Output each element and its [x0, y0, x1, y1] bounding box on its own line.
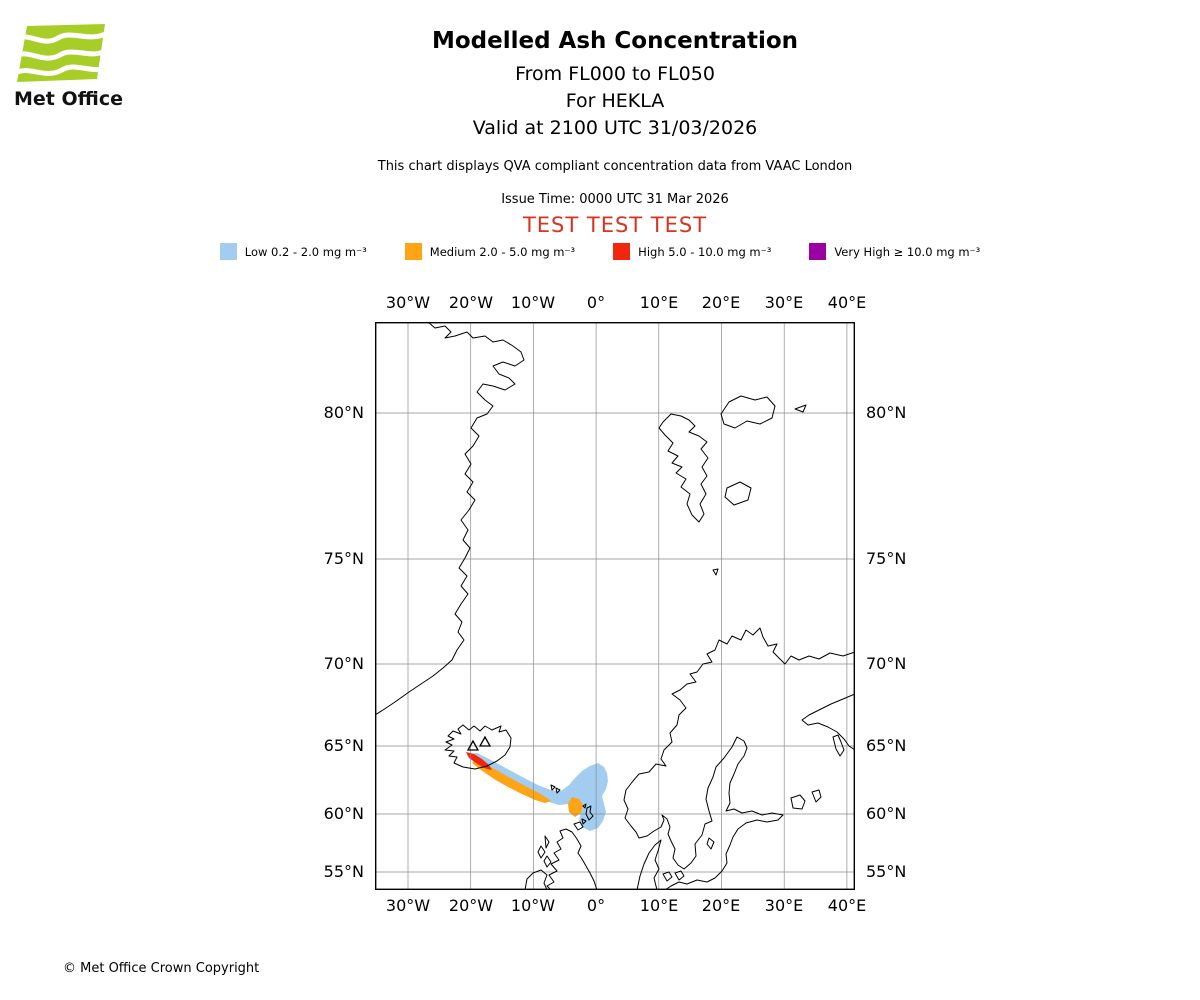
- legend-item-high: High 5.0 - 10.0 mg m⁻³: [613, 243, 771, 260]
- british-isles-coastline: [524, 803, 598, 890]
- legend-item-low: Low 0.2 - 2.0 mg m⁻³: [219, 243, 367, 260]
- lat-tick-left-55n: 55°N: [323, 862, 364, 881]
- lon-tick-bottom-20w: 20°W: [448, 896, 494, 915]
- low-label: Low 0.2 - 2.0 mg m⁻³: [244, 244, 367, 259]
- lat-tick-right-75n: 75°N: [866, 549, 907, 568]
- compliance-note: This chart displays QVA compliant concen…: [377, 159, 853, 174]
- lat-tick-right-60n: 60°N: [866, 804, 907, 823]
- medium-swatch: [404, 243, 422, 260]
- scandinavia-coastline: [623, 627, 855, 890]
- very-high-label: Very High ≥ 10.0 mg m⁻³: [834, 244, 981, 259]
- met-office-logo-icon: [17, 24, 105, 82]
- lat-tick-right-55n: 55°N: [866, 862, 907, 881]
- lat-tick-left-75n: 75°N: [323, 549, 364, 568]
- map-frame: [375, 322, 855, 890]
- lat-tick-left-60n: 60°N: [323, 804, 364, 823]
- met-office-logo-text: Met Office: [14, 88, 123, 110]
- ash-medium-polygon: [472, 759, 551, 803]
- coastlines: [375, 322, 855, 890]
- medium-label: Medium 2.0 - 5.0 mg m⁻³: [429, 244, 576, 259]
- very-high-swatch: [809, 243, 827, 260]
- ash-high-polygon: [466, 752, 492, 770]
- ash-low-polygon: [467, 753, 608, 831]
- lon-tick-bottom-10e: 10°E: [639, 896, 679, 915]
- volcano-marker: [466, 735, 492, 751]
- graticule-grid: [375, 322, 855, 890]
- lat-tick-right-70n: 70°N: [866, 654, 907, 673]
- valid-time-subtitle: Valid at 2100 UTC 31/03/2026: [472, 117, 758, 139]
- lon-tick-top-0: 0°: [586, 293, 606, 312]
- lon-tick-bottom-20e: 20°E: [701, 896, 741, 915]
- lon-tick-bottom-30e: 30°E: [764, 896, 804, 915]
- issue-time: Issue Time: 0000 UTC 31 Mar 2026: [501, 192, 729, 207]
- lon-tick-top-30w: 30°W: [385, 293, 431, 312]
- lat-tick-left-80n: 80°N: [323, 403, 364, 422]
- lon-tick-top-20e: 20°E: [701, 293, 741, 312]
- test-banner: TEST TEST TEST: [522, 213, 708, 237]
- lon-tick-bottom-30w: 30°W: [385, 896, 431, 915]
- lon-tick-top-10e: 10°E: [639, 293, 679, 312]
- lon-tick-top-40e: 40°E: [827, 293, 867, 312]
- lon-tick-bottom-10w: 10°W: [510, 896, 556, 915]
- greenland-coastline: [375, 322, 525, 716]
- lat-tick-right-80n: 80°N: [866, 403, 907, 422]
- lat-tick-left-65n: 65°N: [323, 736, 364, 755]
- concentration-legend: Low 0.2 - 2.0 mg m⁻³ Medium 2.0 - 5.0 mg…: [0, 243, 1200, 260]
- volcano-subtitle: For HEKLA: [565, 90, 665, 112]
- legend-item-very-high: Very High ≥ 10.0 mg m⁻³: [809, 243, 980, 260]
- copyright-notice: © Met Office Crown Copyright: [63, 961, 260, 976]
- lon-tick-top-10w: 10°W: [510, 293, 556, 312]
- page-title: Modelled Ash Concentration: [431, 28, 799, 54]
- high-label: High 5.0 - 10.0 mg m⁻³: [638, 244, 772, 259]
- met-office-logo: Met Office: [14, 24, 124, 110]
- low-swatch: [219, 243, 237, 260]
- lon-tick-bottom-40e: 40°E: [827, 896, 867, 915]
- map-canvas: [375, 322, 855, 890]
- flight-level-subtitle: From FL000 to FL050: [515, 63, 715, 85]
- ash-medium-polygon-2: [568, 797, 583, 817]
- iceland-coastline: [444, 724, 512, 770]
- ash-plume-layers: [466, 752, 608, 831]
- lat-tick-right-65n: 65°N: [866, 736, 907, 755]
- svalbard-coastline: [658, 395, 807, 576]
- legend-item-medium: Medium 2.0 - 5.0 mg m⁻³: [404, 243, 576, 260]
- lon-tick-top-30e: 30°E: [764, 293, 804, 312]
- faroe-islands-coastline: [550, 784, 561, 794]
- lon-tick-top-20w: 20°W: [448, 293, 494, 312]
- lat-tick-left-70n: 70°N: [323, 654, 364, 673]
- high-swatch: [613, 243, 631, 260]
- lon-tick-bottom-0: 0°: [586, 896, 606, 915]
